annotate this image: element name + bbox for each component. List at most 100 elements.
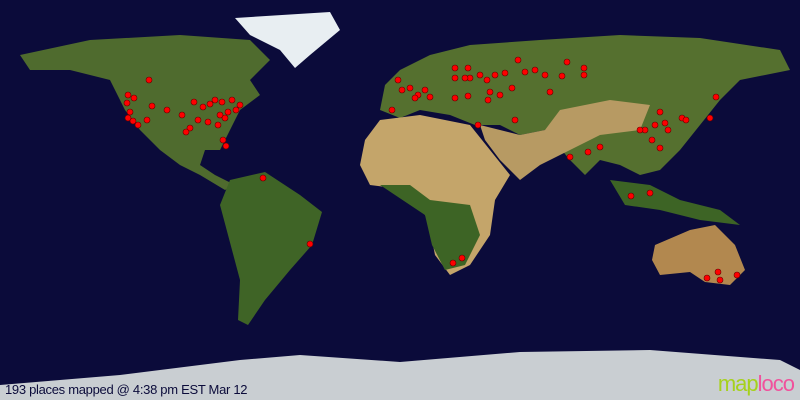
place-marker <box>491 71 499 79</box>
place-marker <box>236 101 244 109</box>
place-marker <box>648 136 656 144</box>
place-marker <box>664 126 672 134</box>
place-marker <box>661 119 669 127</box>
place-marker <box>461 74 469 82</box>
maploco-logo[interactable]: maploco <box>717 371 795 397</box>
place-marker <box>194 116 202 124</box>
place-marker <box>123 99 131 107</box>
place-marker <box>406 84 414 92</box>
place-markers <box>123 56 741 284</box>
place-marker <box>130 94 138 102</box>
place-marker <box>511 116 519 124</box>
place-marker <box>219 136 227 144</box>
place-marker <box>703 274 711 282</box>
africa-forest <box>380 185 480 270</box>
place-marker <box>451 74 459 82</box>
place-marker <box>398 86 406 94</box>
place-marker <box>259 174 267 182</box>
place-marker <box>563 58 571 66</box>
continents <box>0 12 800 400</box>
place-marker <box>714 268 722 276</box>
place-marker <box>134 121 142 129</box>
place-marker <box>178 111 186 119</box>
place-marker <box>580 71 588 79</box>
place-marker <box>204 118 212 126</box>
logo-part-loco: loco <box>757 371 795 396</box>
place-marker <box>216 111 224 119</box>
place-marker <box>145 76 153 84</box>
place-marker <box>228 96 236 104</box>
place-marker <box>712 93 720 101</box>
place-marker <box>646 189 654 197</box>
place-marker <box>486 88 494 96</box>
place-marker <box>464 64 472 72</box>
place-marker <box>531 66 539 74</box>
place-marker <box>148 102 156 110</box>
antarctica <box>0 350 800 400</box>
logo-part-map: map <box>717 371 759 396</box>
place-marker <box>651 121 659 129</box>
place-marker <box>521 68 529 76</box>
place-marker <box>484 96 492 104</box>
place-marker <box>474 121 482 129</box>
place-marker <box>546 88 554 96</box>
place-marker <box>426 93 434 101</box>
place-marker <box>716 276 724 284</box>
place-marker <box>206 100 214 108</box>
place-marker <box>508 84 516 92</box>
place-marker <box>394 76 402 84</box>
place-marker <box>124 91 132 99</box>
place-marker <box>706 114 714 122</box>
place-marker <box>124 114 132 122</box>
place-marker <box>682 116 690 124</box>
place-marker <box>596 143 604 151</box>
place-marker <box>476 71 484 79</box>
place-marker <box>221 114 229 122</box>
place-marker <box>182 128 190 136</box>
australia <box>652 225 745 285</box>
place-marker <box>214 121 222 129</box>
place-marker <box>451 64 459 72</box>
place-marker <box>126 108 134 116</box>
place-marker <box>458 254 466 262</box>
place-marker <box>224 108 232 116</box>
place-marker <box>218 98 226 106</box>
place-marker <box>656 108 664 116</box>
place-marker <box>411 94 419 102</box>
place-marker <box>501 69 509 77</box>
south-america <box>220 172 322 325</box>
place-marker <box>580 64 588 72</box>
place-marker <box>421 86 429 94</box>
place-marker <box>496 91 504 99</box>
place-marker <box>186 124 194 132</box>
place-marker <box>514 56 522 64</box>
place-marker <box>199 103 207 111</box>
southeast-asia <box>610 180 740 225</box>
place-marker <box>627 192 635 200</box>
place-marker <box>566 153 574 161</box>
north-america <box>20 35 270 190</box>
place-marker <box>143 116 151 124</box>
places-mapped-caption: 193 places mapped @ 4:38 pm EST Mar 12 <box>5 382 248 397</box>
place-marker <box>584 148 592 156</box>
place-marker <box>483 76 491 84</box>
place-marker <box>232 106 240 114</box>
place-marker <box>636 126 644 134</box>
place-marker <box>211 96 219 104</box>
place-marker <box>306 240 314 248</box>
place-marker <box>222 142 230 150</box>
place-marker <box>388 106 396 114</box>
place-marker <box>449 259 457 267</box>
greenland <box>235 12 340 68</box>
arabia-asia-desert <box>480 100 650 180</box>
place-marker <box>163 106 171 114</box>
place-marker <box>129 117 137 125</box>
place-marker <box>464 92 472 100</box>
place-marker <box>733 271 741 279</box>
place-marker <box>541 71 549 79</box>
place-marker <box>558 72 566 80</box>
place-marker <box>451 94 459 102</box>
place-marker <box>190 98 198 106</box>
place-marker <box>656 144 664 152</box>
